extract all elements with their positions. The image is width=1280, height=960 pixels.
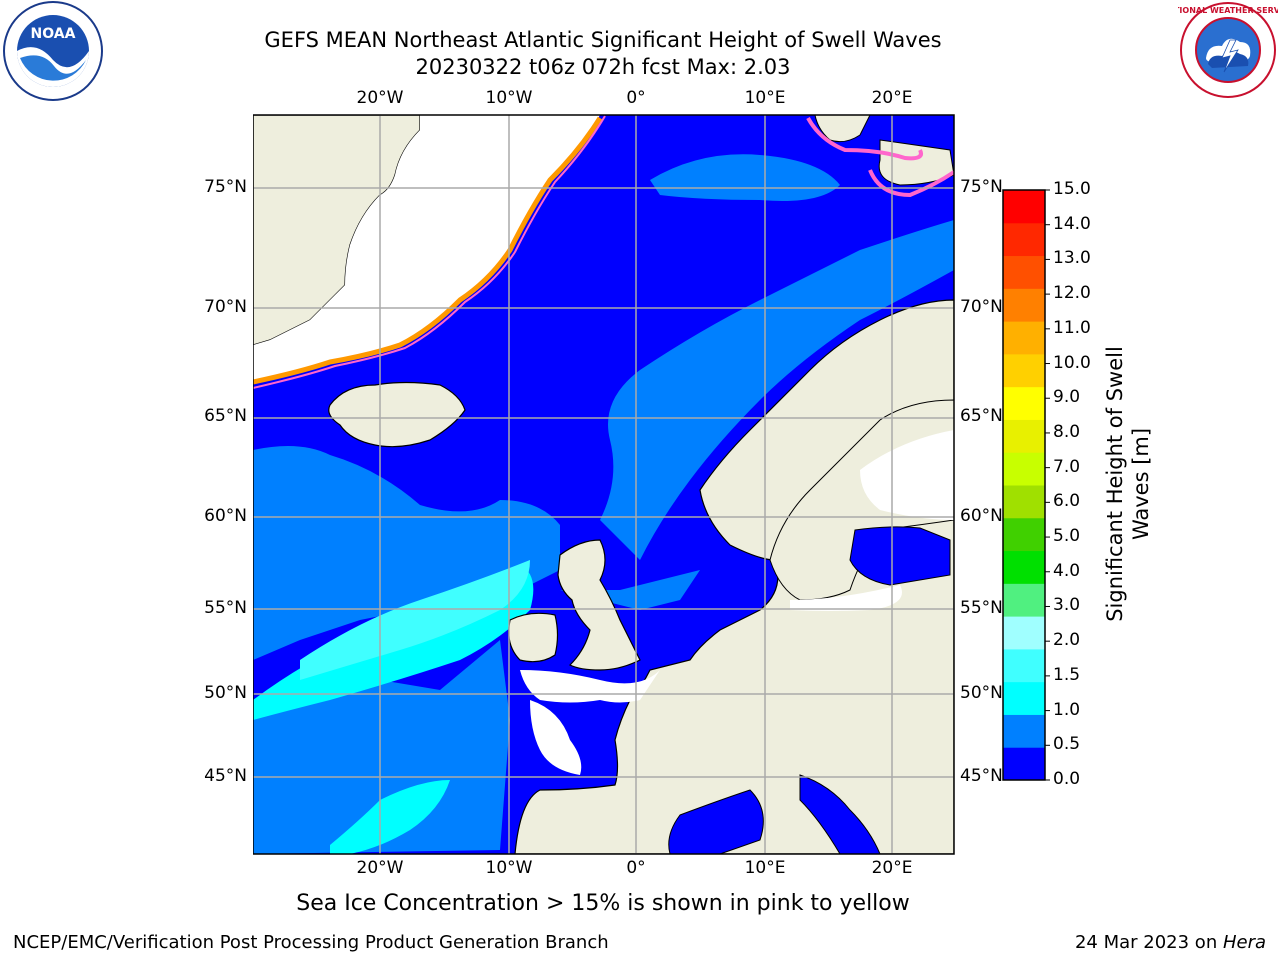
colorbar-tick-label: 14.0 bbox=[1053, 213, 1091, 234]
sea-ice-edge-inner bbox=[253, 115, 606, 389]
colorbar-tick-label: 7.0 bbox=[1053, 456, 1081, 477]
colorbar-tick-label: 10.0 bbox=[1053, 352, 1091, 373]
sea-ice-footnote: Sea Ice Concentration > 15% is shown in … bbox=[296, 891, 910, 916]
lon-label-bottom: 20°W bbox=[356, 858, 404, 878]
lat-label-left: 65°N bbox=[204, 406, 247, 426]
colorbar-segment bbox=[1003, 190, 1045, 224]
lon-label-top: 20°E bbox=[871, 88, 913, 108]
colorbar-segment bbox=[1003, 222, 1045, 257]
colorbar-segment bbox=[1003, 517, 1045, 552]
lat-label-right: 55°N bbox=[960, 598, 1003, 618]
map-panel bbox=[253, 114, 955, 855]
colorbar-segment bbox=[1003, 550, 1045, 584]
colorbar-tick-label: 6.0 bbox=[1053, 491, 1081, 512]
svalbard-ice-edge bbox=[806, 117, 954, 198]
no-data-mask bbox=[520, 430, 954, 775]
lat-label-left: 60°N bbox=[204, 506, 247, 526]
colorbar-tick-label: 0.0 bbox=[1053, 769, 1081, 789]
noaa-logo-text: NOAA bbox=[31, 26, 76, 42]
colorbar-tick-label: 12.0 bbox=[1053, 283, 1091, 304]
lat-label-right: 50°N bbox=[960, 683, 1003, 703]
lon-label-bottom: 10°E bbox=[744, 858, 786, 878]
lat-label-left: 45°N bbox=[204, 766, 247, 786]
lat-label-left: 50°N bbox=[204, 683, 247, 703]
lon-label-top: 10°E bbox=[744, 88, 786, 108]
colorbar-label-line1: Significant Height of Swell bbox=[1103, 346, 1127, 622]
colorbar-segment bbox=[1003, 583, 1045, 617]
colorbar-segment bbox=[1003, 452, 1045, 486]
lon-label-bottom: 10°W bbox=[485, 858, 533, 878]
lat-label-right: 45°N bbox=[960, 766, 1003, 786]
colorbar-segment bbox=[1003, 321, 1045, 355]
lon-label-top: 10°W bbox=[485, 88, 533, 108]
colorbar-segment bbox=[1003, 419, 1045, 453]
colorbar-tick-label: 4.0 bbox=[1053, 560, 1081, 581]
colorbar-tick-label: 15.0 bbox=[1053, 179, 1091, 199]
lat-label-right: 70°N bbox=[960, 297, 1003, 317]
colorbar-segment bbox=[1003, 386, 1045, 420]
mediterranean-sea bbox=[668, 774, 881, 854]
colorbar-frame bbox=[1002, 189, 1046, 781]
lat-label-right: 60°N bbox=[960, 506, 1003, 526]
baltic-sea bbox=[849, 526, 951, 586]
colorbar-tick-label: 1.5 bbox=[1053, 664, 1081, 685]
colorbar-label-line2: Waves [m] bbox=[1129, 427, 1153, 541]
colorbar-segment bbox=[1003, 485, 1045, 519]
nws-logo: NATIONAL WEATHER SERVICE bbox=[1178, 2, 1278, 98]
ireland-land bbox=[508, 612, 559, 663]
nws-logo-text: NATIONAL WEATHER SERVICE bbox=[1178, 6, 1278, 15]
lon-label-top: 0° bbox=[626, 88, 646, 108]
colorbar-segment bbox=[1003, 714, 1045, 748]
swell-zone-high bbox=[253, 565, 534, 854]
lat-label-left: 55°N bbox=[204, 598, 247, 618]
graticule bbox=[253, 115, 954, 854]
lon-label-bottom: 20°E bbox=[871, 858, 913, 878]
colorbar-segment bbox=[1003, 681, 1045, 715]
colorbar bbox=[1002, 189, 1050, 781]
lon-label-top: 20°W bbox=[356, 88, 404, 108]
credit-host: Hera bbox=[1222, 932, 1266, 953]
colorbar-tick-label: 0.5 bbox=[1053, 734, 1081, 755]
lat-label-right: 75°N bbox=[960, 177, 1003, 197]
noaa-logo: NOAA bbox=[3, 1, 103, 101]
colorbar-segment bbox=[1003, 353, 1045, 388]
lat-label-right: 65°N bbox=[960, 406, 1003, 426]
credit-left: NCEP/EMC/Verification Post Processing Pr… bbox=[13, 932, 609, 953]
chart-subtitle: 20230322 t06z 072h fcst Max: 2.03 bbox=[415, 55, 791, 79]
colorbar-segment bbox=[1003, 288, 1045, 322]
swell-zone-highest bbox=[300, 560, 530, 680]
uk-land bbox=[557, 539, 641, 671]
colorbar-tick-label: 8.0 bbox=[1053, 421, 1081, 442]
colorbar-tick-label: 1.0 bbox=[1053, 699, 1081, 720]
colorbar-segment bbox=[1003, 747, 1045, 781]
lat-label-left: 70°N bbox=[204, 297, 247, 317]
colorbar-tick-label: 5.0 bbox=[1053, 526, 1081, 547]
colorbar-segment bbox=[1003, 616, 1045, 650]
ice-mask bbox=[253, 115, 600, 380]
colorbar-tick-label: 9.0 bbox=[1053, 387, 1081, 408]
colorbar-tick-label: 3.0 bbox=[1053, 595, 1081, 616]
colorbar-tick-label: 2.0 bbox=[1053, 630, 1081, 651]
sea-ice-edge bbox=[253, 116, 603, 385]
swell-zone-medium bbox=[253, 154, 954, 854]
colorbar-segment bbox=[1003, 255, 1045, 289]
colorbar-segment bbox=[1003, 648, 1045, 683]
colorbar-tick-label: 11.0 bbox=[1053, 317, 1091, 338]
colorbar-label: Significant Height of Swell Waves [m] bbox=[1102, 346, 1154, 622]
chart-title: GEFS MEAN Northeast Atlantic Significant… bbox=[264, 28, 942, 52]
map-frame bbox=[253, 114, 955, 855]
credit-date: 24 Mar 2023 on bbox=[1074, 932, 1223, 953]
lon-label-bottom: 0° bbox=[626, 858, 646, 878]
lat-label-left: 75°N bbox=[204, 177, 247, 197]
credit-right: 24 Mar 2023 on Hera bbox=[1075, 932, 1266, 953]
colorbar-tick-label: 13.0 bbox=[1053, 248, 1091, 269]
